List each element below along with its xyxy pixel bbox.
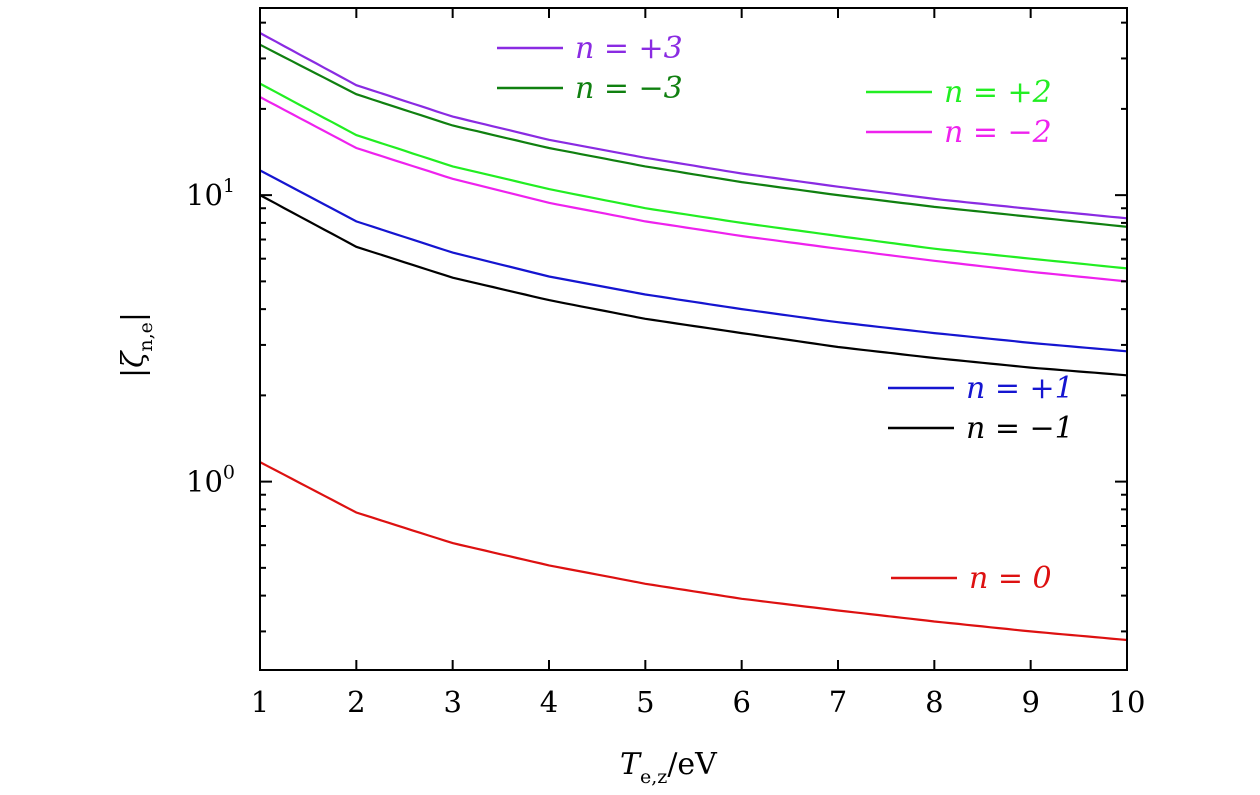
x-tick-label-2: 3: [443, 685, 461, 719]
x-tick-label-4: 5: [636, 685, 654, 719]
legend-label-6: n = 0: [969, 561, 1052, 596]
legend-label-5: n = −1: [966, 411, 1074, 446]
series-line-3: [259, 96, 1128, 283]
y-axis-label: |ζn,e|: [116, 312, 157, 378]
series-line-0: [259, 32, 1128, 220]
x-tick-label-1: 2: [347, 685, 365, 719]
x-tick-label-5: 6: [732, 685, 750, 719]
series-line-1: [259, 43, 1128, 228]
x-tick-label-6: 7: [829, 685, 847, 719]
x-tick-label-9: 10: [1109, 685, 1146, 719]
x-tick-labels: 1 2 3 4 5 6 7 8 9 10: [251, 685, 1146, 719]
x-tick-label-0: 1: [251, 685, 269, 719]
series-line-5: [259, 194, 1128, 377]
ticks-layer: [259, 8, 1128, 670]
legend-label-1: n = −3: [575, 71, 683, 106]
legend: n = +3 n = −3 n = +2 n = −2 n = +1 n = −1 n = …: [497, 31, 1074, 596]
y-tick-label-0: 100: [186, 462, 235, 499]
series-line-4: [259, 169, 1128, 353]
series-layer: [259, 32, 1128, 642]
legend-label-4: n = +1: [966, 371, 1074, 406]
series-line-6: [259, 461, 1128, 642]
x-tick-label-7: 8: [925, 685, 943, 719]
x-tick-label-8: 9: [1021, 685, 1039, 719]
legend-label-3: n = −2: [944, 115, 1052, 150]
legend-label-2: n = +2: [944, 75, 1052, 110]
series-line-2: [259, 82, 1128, 270]
x-axis-label: Te,z/eV: [620, 747, 718, 788]
y-tick-label-1: 101: [186, 175, 235, 212]
x-tick-label-3: 4: [540, 685, 558, 719]
legend-label-0: n = +3: [575, 31, 683, 66]
y-tick-labels: 100 101: [186, 175, 235, 498]
plot-frame: [259, 7, 1128, 671]
